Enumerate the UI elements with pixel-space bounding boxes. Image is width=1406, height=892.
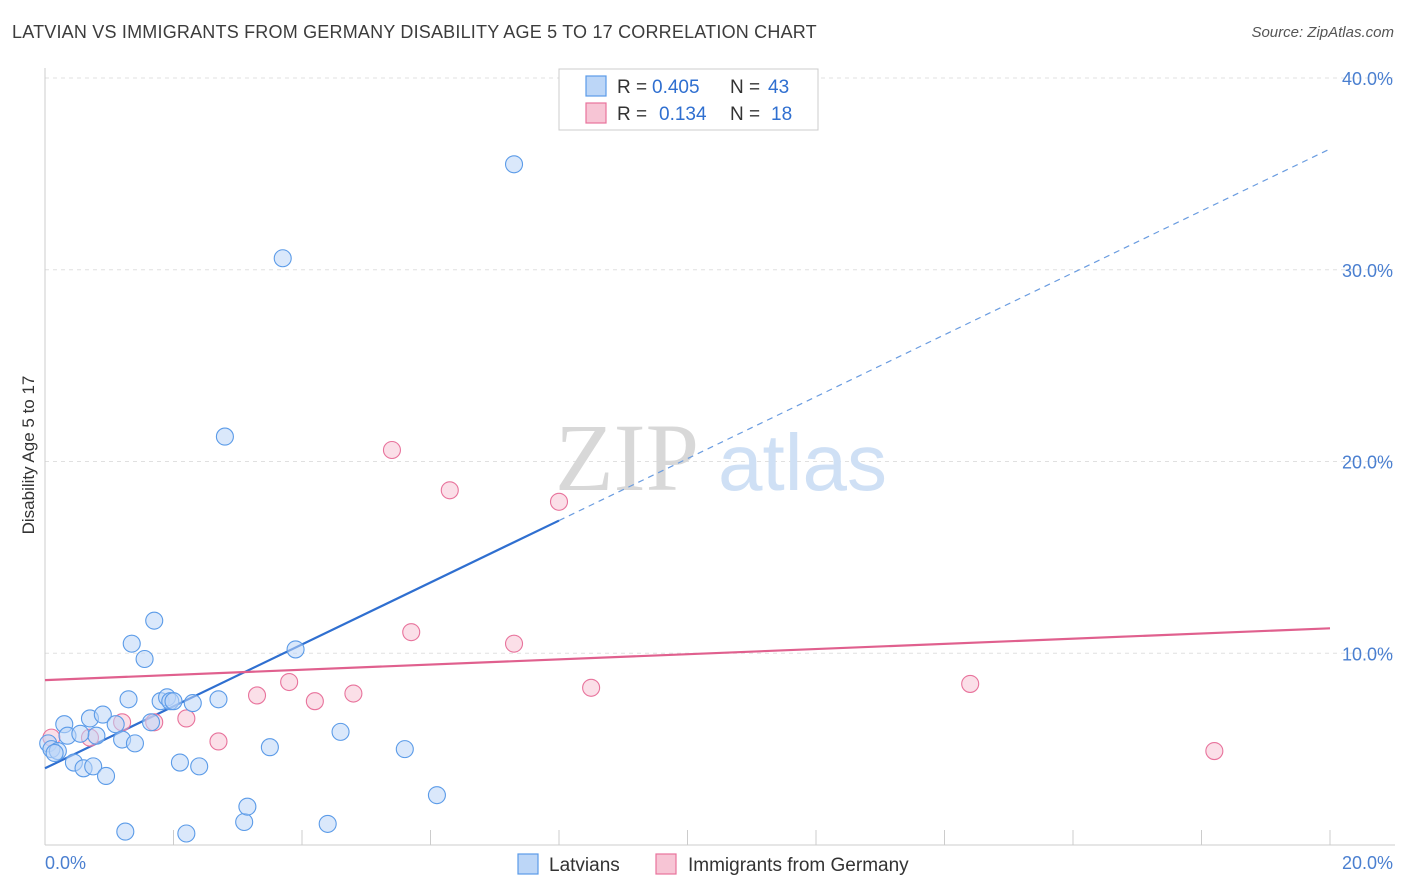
data-point — [247, 686, 267, 705]
data-point — [440, 481, 459, 500]
data-point — [145, 611, 164, 630]
data-point — [164, 692, 183, 711]
data-point — [318, 814, 337, 833]
bottom-legend: Latvians Immigrants from Germany — [517, 853, 909, 876]
data-point — [344, 684, 363, 703]
legend-r-label-2: R = — [617, 104, 647, 125]
data-point — [209, 732, 228, 751]
data-point — [170, 753, 189, 772]
legend-r-value-1: 0.405 — [652, 77, 700, 98]
y-tick-label: 10.0% — [1342, 644, 1393, 664]
data-point — [209, 690, 228, 709]
data-point — [135, 649, 154, 669]
data-point — [125, 734, 144, 753]
legend: R = 0.405 N = 43 R = 0.134 N = 18 — [558, 68, 819, 131]
axes — [44, 68, 1395, 846]
y-tick-labels: 10.0% 20.0% 30.0% 40.0% — [1342, 69, 1393, 664]
data-point — [96, 766, 116, 786]
data-point — [71, 724, 90, 743]
data-point — [273, 249, 292, 268]
y-tick-label: 40.0% — [1342, 69, 1393, 89]
legend-r-value-2: 0.134 — [659, 104, 707, 125]
data-point — [177, 709, 196, 728]
legend-swatch-latvians — [585, 75, 607, 97]
data-point — [280, 672, 299, 692]
data-point — [235, 812, 254, 832]
data-point — [402, 623, 421, 642]
bottom-legend-swatch-latvians — [517, 853, 539, 875]
data-point — [504, 155, 524, 174]
y-tick-label: 30.0% — [1342, 261, 1393, 281]
x-tick-labels: 0.0% 20.0% — [45, 853, 1393, 873]
data-point — [260, 738, 279, 757]
data-point — [116, 822, 135, 841]
data-point — [504, 634, 524, 653]
watermark-atlas: atlas — [718, 418, 887, 507]
trend-line-germany — [44, 627, 1331, 682]
y-axis-label: Disability Age 5 to 17 — [19, 376, 38, 535]
data-point — [286, 640, 305, 659]
data-point — [141, 713, 161, 732]
y-tick-label: 20.0% — [1342, 453, 1393, 473]
data-point — [961, 674, 980, 693]
data-point — [87, 726, 106, 745]
data-point — [238, 797, 257, 816]
data-point — [582, 678, 601, 697]
data-point — [395, 740, 414, 759]
x-tick-label: 20.0% — [1342, 853, 1393, 873]
bottom-legend-germany: Immigrants from Germany — [688, 855, 909, 876]
watermark-zip: ZIP — [555, 404, 699, 511]
legend-n-value-2: 18 — [771, 104, 792, 125]
data-point — [84, 757, 103, 776]
data-point — [106, 715, 125, 734]
data-point — [382, 440, 402, 460]
legend-r-label-1: R = — [617, 77, 647, 98]
data-point — [1205, 741, 1224, 761]
legend-swatch-germany — [585, 102, 607, 124]
watermark: ZIP atlas — [555, 404, 887, 511]
data-point — [305, 692, 324, 711]
data-point — [93, 705, 112, 724]
data-point — [177, 824, 196, 843]
data-point — [549, 492, 569, 511]
x-tick-label: 0.0% — [45, 853, 86, 873]
data-point — [331, 722, 350, 741]
data-point — [183, 694, 202, 713]
data-point — [427, 786, 446, 805]
data-point — [190, 757, 209, 776]
data-points — [39, 155, 1224, 843]
grid-lines — [45, 77, 1395, 654]
data-point — [119, 690, 138, 709]
bottom-legend-latvians: Latvians — [549, 855, 620, 876]
data-point — [45, 743, 64, 763]
data-point — [215, 427, 234, 446]
legend-n-value-1: 43 — [768, 77, 789, 98]
bottom-legend-swatch-germany — [655, 853, 677, 875]
legend-n-label-2: N = — [730, 104, 760, 125]
data-point — [122, 634, 141, 653]
legend-n-label-1: N = — [730, 77, 760, 98]
source-label: Source: ZipAtlas.com — [1251, 24, 1394, 41]
chart-title: LATVIAN VS IMMIGRANTS FROM GERMANY DISAB… — [12, 22, 817, 42]
